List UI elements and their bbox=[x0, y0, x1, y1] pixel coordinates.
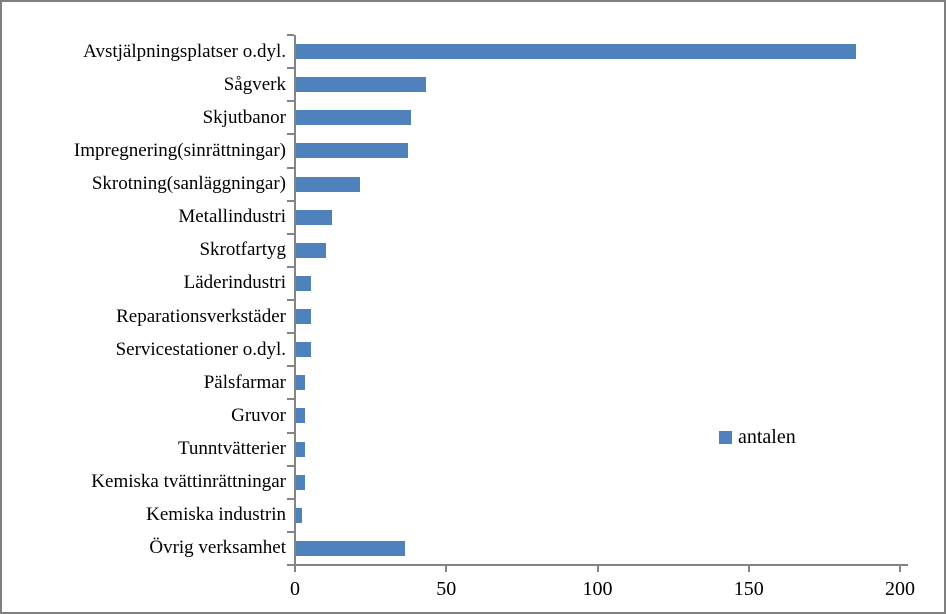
category-label: Impregnering(sinrättningar) bbox=[73, 139, 286, 161]
x-axis-tick bbox=[596, 565, 599, 572]
bar bbox=[296, 242, 326, 258]
bar bbox=[296, 44, 856, 60]
y-axis-tick bbox=[287, 166, 294, 169]
y-axis-tick bbox=[287, 133, 294, 136]
category-label: Pälsfarmar bbox=[203, 371, 286, 393]
bar bbox=[296, 474, 305, 490]
x-tick-label: 100 bbox=[582, 578, 613, 600]
x-axis-tick bbox=[899, 565, 901, 572]
y-axis-tick bbox=[287, 332, 294, 335]
category-label: Metallindustri bbox=[178, 206, 286, 228]
category-label: Reparationsverkstäder bbox=[116, 305, 286, 327]
y-axis-tick bbox=[287, 34, 294, 36]
y-axis-tick bbox=[287, 265, 294, 268]
category-label: Sågverk bbox=[223, 73, 286, 95]
y-axis-tick bbox=[287, 67, 294, 70]
legend-color-swatch bbox=[719, 430, 732, 444]
legend-label: antalen bbox=[738, 425, 796, 448]
category-label: Gruvor bbox=[231, 404, 286, 426]
bar bbox=[296, 408, 305, 424]
x-axis-tick bbox=[294, 565, 296, 572]
y-axis-tick bbox=[287, 530, 294, 533]
category-label: Läderindustri bbox=[183, 272, 286, 294]
bar bbox=[296, 110, 411, 126]
y-axis bbox=[294, 35, 296, 565]
category-label: Skjutbanor bbox=[202, 106, 286, 128]
x-tick-label: 0 bbox=[290, 578, 300, 600]
bar bbox=[296, 441, 305, 457]
y-axis-tick bbox=[287, 100, 294, 103]
bar bbox=[296, 209, 332, 225]
bar bbox=[296, 309, 311, 325]
x-tick-label: 200 bbox=[885, 578, 915, 600]
category-label: Övrig verksamhet bbox=[149, 537, 286, 559]
y-axis-tick bbox=[287, 199, 294, 202]
category-label: Skrotfartyg bbox=[199, 239, 286, 261]
y-axis-tick bbox=[287, 564, 294, 566]
x-tick-label: 150 bbox=[733, 578, 764, 600]
category-label: Avstjälpningsplatser o.dyl. bbox=[83, 40, 286, 62]
y-axis-tick bbox=[287, 365, 294, 368]
y-axis-tick bbox=[287, 398, 294, 401]
bar bbox=[296, 375, 305, 391]
bar bbox=[296, 176, 360, 192]
x-axis-tick bbox=[445, 565, 448, 572]
category-label: Tunntvätterier bbox=[177, 438, 286, 460]
bar bbox=[296, 275, 311, 291]
legend: antalen bbox=[719, 425, 796, 448]
category-label: Servicestationer o.dyl. bbox=[115, 338, 286, 360]
category-label: Kemiska tvättinrättningar bbox=[91, 471, 286, 493]
bar bbox=[296, 342, 311, 358]
bar bbox=[296, 143, 408, 159]
bar bbox=[296, 507, 302, 523]
y-axis-tick bbox=[287, 497, 294, 500]
x-axis-tick bbox=[747, 565, 750, 572]
bar bbox=[296, 77, 426, 93]
y-axis-tick bbox=[287, 464, 294, 467]
x-tick-label: 50 bbox=[436, 578, 457, 600]
y-axis-tick bbox=[287, 299, 294, 301]
y-axis-tick bbox=[287, 431, 294, 434]
category-label: Skrotning(sanläggningar) bbox=[91, 173, 286, 195]
bar bbox=[296, 540, 405, 556]
y-axis-tick bbox=[287, 232, 294, 235]
category-label: Kemiska industrin bbox=[146, 504, 286, 526]
